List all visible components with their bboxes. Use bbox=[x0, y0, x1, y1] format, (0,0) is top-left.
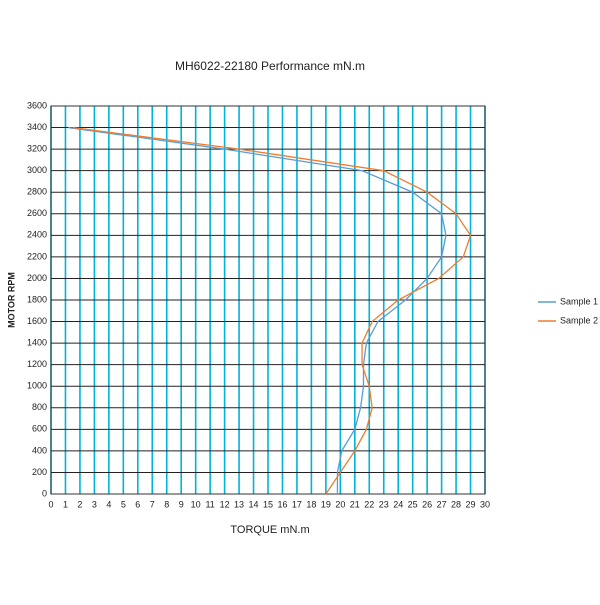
x-tick-label: 25 bbox=[408, 499, 418, 509]
y-tick-label: 3200 bbox=[27, 143, 47, 153]
x-tick-label: 3 bbox=[92, 499, 97, 509]
x-tick-label: 5 bbox=[121, 499, 126, 509]
x-tick-label: 30 bbox=[480, 499, 490, 509]
x-tick-label: 29 bbox=[466, 499, 476, 509]
y-tick-label: 2600 bbox=[27, 208, 47, 218]
x-tick-label: 13 bbox=[234, 499, 244, 509]
x-tick-label: 18 bbox=[306, 499, 316, 509]
y-tick-label: 2000 bbox=[27, 273, 47, 283]
y-tick-label: 3600 bbox=[27, 100, 47, 110]
x-tick-label: 0 bbox=[48, 499, 53, 509]
y-tick-label: 600 bbox=[32, 424, 47, 434]
x-tick-label: 16 bbox=[277, 499, 287, 509]
legend-label: Sample 1 bbox=[560, 296, 598, 306]
x-tick-label: 4 bbox=[106, 499, 111, 509]
x-tick-label: 1 bbox=[63, 499, 68, 509]
y-tick-label: 1800 bbox=[27, 294, 47, 304]
y-tick-label: 800 bbox=[32, 402, 47, 412]
x-tick-label: 14 bbox=[249, 499, 259, 509]
y-tick-label: 200 bbox=[32, 467, 47, 477]
x-tick-label: 22 bbox=[364, 499, 374, 509]
y-tick-label: 1200 bbox=[27, 359, 47, 369]
x-tick-label: 24 bbox=[393, 499, 403, 509]
x-tick-label: 2 bbox=[77, 499, 82, 509]
x-tick-label: 17 bbox=[292, 499, 302, 509]
line-series bbox=[72, 126, 472, 495]
y-tick-label: 1400 bbox=[27, 337, 47, 347]
y-tick-label: 400 bbox=[32, 445, 47, 455]
chart-title: MH6022-22180 Performance mN.m bbox=[175, 59, 365, 73]
y-tick-label: 0 bbox=[42, 488, 47, 498]
x-tick-label: 19 bbox=[321, 499, 331, 509]
y-tick-label: 2200 bbox=[27, 251, 47, 261]
x-tick-label: 15 bbox=[263, 499, 273, 509]
x-tick-label: 27 bbox=[437, 499, 447, 509]
legend-label: Sample 2 bbox=[560, 315, 598, 325]
x-tick-label: 26 bbox=[422, 499, 432, 509]
x-tick-label: 12 bbox=[220, 499, 230, 509]
x-tick-label: 21 bbox=[350, 499, 360, 509]
x-tick-label: 11 bbox=[205, 499, 214, 509]
y-tick-label: 3000 bbox=[27, 165, 47, 175]
line-series bbox=[68, 126, 447, 494]
y-tick-label: 1000 bbox=[27, 381, 47, 391]
x-tick-label: 8 bbox=[164, 499, 169, 509]
y-tick-label: 1600 bbox=[27, 316, 47, 326]
x-tick-label: 23 bbox=[379, 499, 389, 509]
x-tick-label: 20 bbox=[335, 499, 345, 509]
plot-frame bbox=[50, 105, 486, 495]
x-tick-label: 10 bbox=[191, 499, 201, 509]
y-tick-label: 2800 bbox=[27, 187, 47, 197]
x-tick-label: 7 bbox=[150, 499, 155, 509]
x-axis-label: TORQUE mN.m bbox=[230, 524, 309, 536]
x-tick-label: 9 bbox=[179, 499, 184, 509]
y-axis-label: MOTOR RPM bbox=[6, 272, 16, 328]
x-tick-label: 28 bbox=[451, 499, 461, 509]
x-tick-label: 6 bbox=[135, 499, 140, 509]
y-tick-label: 3400 bbox=[27, 122, 47, 132]
y-tick-label: 2400 bbox=[27, 230, 47, 240]
